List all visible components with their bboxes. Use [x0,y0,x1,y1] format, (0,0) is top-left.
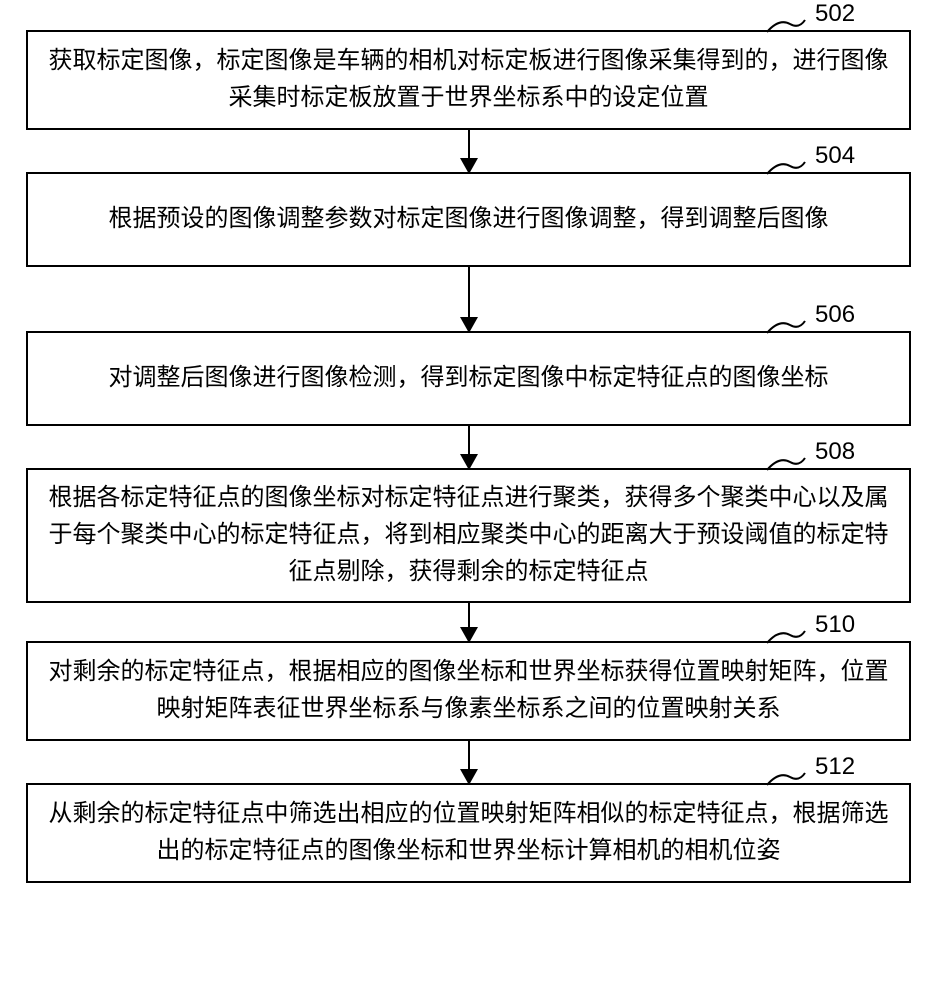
node-wrapper-510: 510 对剩余的标定特征点，根据相应的图像坐标和世界坐标获得位置映射矩阵，位置映… [25,641,912,741]
node-wrapper-504: 504 根据预设的图像调整参数对标定图像进行图像调整，得到调整后图像 [25,172,912,267]
node-wrapper-508: 508 根据各标定特征点的图像坐标对标定特征点进行聚类，获得多个聚类中心以及属于… [25,468,912,603]
node-wrapper-502: 502 获取标定图像，标定图像是车辆的相机对标定板进行图像采集得到的，进行图像采… [25,30,912,130]
step-label-508: 508 [815,438,855,466]
node-text-508: 根据各标定特征点的图像坐标对标定特征点进行聚类，获得多个聚类中心以及属于每个聚类… [48,480,889,592]
node-510: 对剩余的标定特征点，根据相应的图像坐标和世界坐标获得位置映射矩阵，位置映射矩阵表… [26,641,911,741]
curve-mark-504 [765,158,807,176]
node-text-512: 从剩余的标定特征点中筛选出相应的位置映射矩阵相似的标定特征点，根据筛选出的标定特… [48,796,889,870]
curve-mark-512 [765,769,807,787]
node-512: 从剩余的标定特征点中筛选出相应的位置映射矩阵相似的标定特征点，根据筛选出的标定特… [26,783,911,883]
curve-mark-508 [765,454,807,472]
node-text-502: 获取标定图像，标定图像是车辆的相机对标定板进行图像采集得到的，进行图像采集时标定… [48,43,889,117]
node-504: 根据预设的图像调整参数对标定图像进行图像调整，得到调整后图像 [26,172,911,267]
node-wrapper-512: 512 从剩余的标定特征点中筛选出相应的位置映射矩阵相似的标定特征点，根据筛选出… [25,783,912,883]
curve-mark-510 [765,627,807,645]
step-label-510: 510 [815,611,855,639]
curve-mark-506 [765,317,807,335]
node-text-506: 对调整后图像进行图像检测，得到标定图像中标定特征点的图像坐标 [109,360,829,397]
node-502: 获取标定图像，标定图像是车辆的相机对标定板进行图像采集得到的，进行图像采集时标定… [26,30,911,130]
flowchart-container: 502 获取标定图像，标定图像是车辆的相机对标定板进行图像采集得到的，进行图像采… [0,0,937,1000]
step-label-504: 504 [815,142,855,170]
node-508: 根据各标定特征点的图像坐标对标定特征点进行聚类，获得多个聚类中心以及属于每个聚类… [26,468,911,603]
step-label-512: 512 [815,753,855,781]
node-wrapper-506: 506 对调整后图像进行图像检测，得到标定图像中标定特征点的图像坐标 [25,331,912,426]
curve-mark-502 [765,16,807,34]
step-label-506: 506 [815,301,855,329]
step-label-502: 502 [815,0,855,28]
node-text-510: 对剩余的标定特征点，根据相应的图像坐标和世界坐标获得位置映射矩阵，位置映射矩阵表… [48,654,889,728]
node-text-504: 根据预设的图像调整参数对标定图像进行图像调整，得到调整后图像 [109,201,829,238]
node-506: 对调整后图像进行图像检测，得到标定图像中标定特征点的图像坐标 [26,331,911,426]
